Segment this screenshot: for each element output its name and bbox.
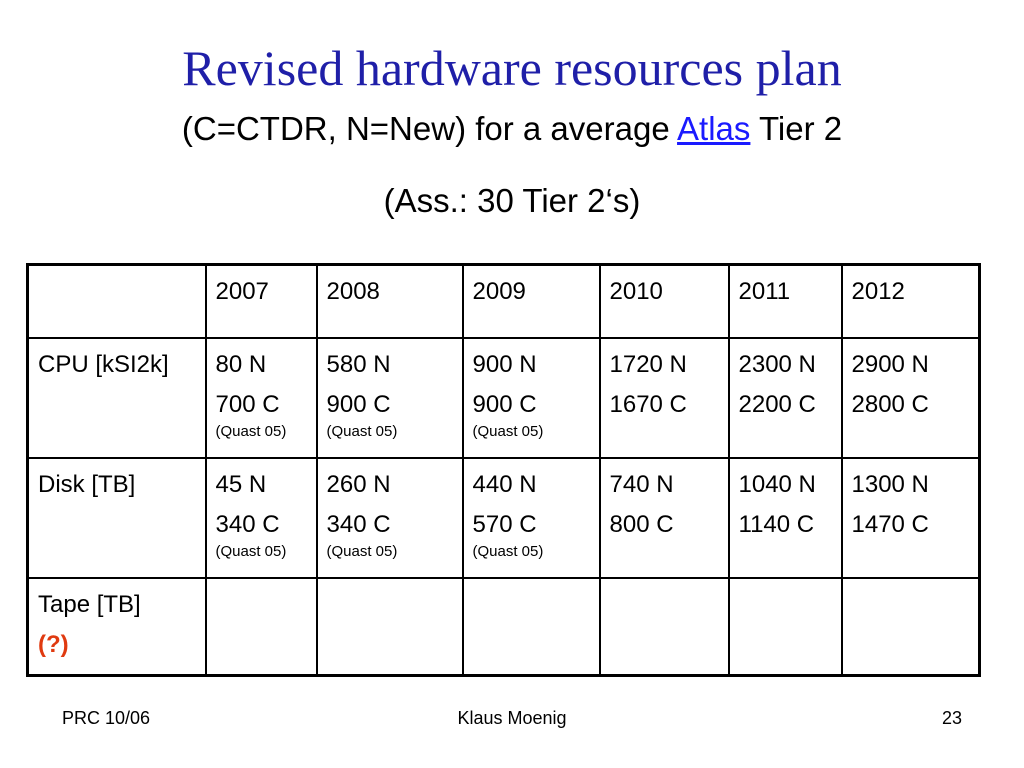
source-note: (Quast 05): [326, 542, 398, 560]
table-cell-empty: [727, 576, 843, 677]
new-value: 740 N: [609, 470, 674, 498]
subtitle-prefix: (C=CTDR, N=New) for a average: [181, 110, 678, 147]
row-label: Disk [TB]: [38, 470, 136, 498]
ctdr-value: 800 C: [609, 510, 674, 538]
table-cell: 900 N 900 C (Quast 05): [461, 336, 601, 459]
table-row-tape: Tape [TB] (?): [26, 576, 981, 677]
table-cell: 80 N 700 C (Quast 05): [204, 336, 318, 459]
new-value: 2300 N: [738, 350, 816, 378]
header-cell-2011: 2011: [727, 263, 843, 339]
table-cell: 45 N 340 C (Quast 05): [204, 456, 318, 579]
source-note: (Quast 05): [215, 422, 287, 440]
header-cell-2009: 2009: [461, 263, 601, 339]
slide-subtitle: (C=CTDR, N=New) for a average Atlas Tier…: [0, 108, 1024, 150]
subtitle-suffix: Tier 2: [750, 110, 843, 147]
new-value: 2900 N: [851, 350, 929, 378]
table-cell-empty: [598, 576, 730, 677]
header-cell-2008: 2008: [315, 263, 464, 339]
new-value: 1300 N: [851, 470, 929, 498]
slide-title: Revised hardware resources plan: [182, 40, 842, 96]
new-value: 1720 N: [609, 350, 687, 378]
atlas-link[interactable]: Atlas: [677, 110, 751, 147]
table-cell: 440 N 570 C (Quast 05): [461, 456, 601, 579]
table-cell-empty: [461, 576, 601, 677]
new-value: 900 N: [472, 350, 537, 378]
source-note: (Quast 05): [215, 542, 287, 560]
ctdr-value: 340 C: [326, 510, 391, 538]
table-row-disk: Disk [TB] 45 N 340 C (Quast 05) 260 N 34…: [26, 456, 981, 579]
assumption-note: (Ass.: 30 Tier 2‘s): [383, 182, 641, 219]
table-cell-empty: [204, 576, 318, 677]
new-value: 440 N: [472, 470, 537, 498]
row-label: Tape [TB]: [38, 590, 141, 618]
table-cell: 740 N 800 C: [598, 456, 730, 579]
header-cell-2007: 2007: [204, 263, 318, 339]
row-label-cpu: CPU [kSI2k]: [26, 336, 207, 459]
table-cell: 260 N 340 C (Quast 05): [315, 456, 464, 579]
header-cell-2010: 2010: [598, 263, 730, 339]
source-note: (Quast 05): [472, 422, 544, 440]
row-label: CPU [kSI2k]: [38, 350, 169, 378]
row-label-disk: Disk [TB]: [26, 456, 207, 579]
ctdr-value: 2800 C: [851, 390, 929, 418]
resources-table: 2007 2008 2009 2010 2011 2012 CPU [kSI2k…: [26, 263, 981, 677]
ctdr-value: 700 C: [215, 390, 280, 418]
header-cell-empty: [26, 263, 207, 339]
footer-event: PRC 10/06: [62, 708, 151, 728]
table-cell: 2300 N 2200 C: [727, 336, 843, 459]
new-value: 80 N: [215, 350, 267, 378]
new-value: 580 N: [326, 350, 391, 378]
table-cell-empty: [315, 576, 464, 677]
ctdr-value: 570 C: [472, 510, 537, 538]
new-value: 260 N: [326, 470, 391, 498]
ctdr-value: 1140 C: [738, 510, 815, 538]
ctdr-value: 1470 C: [851, 510, 929, 538]
table-cell: 1720 N 1670 C: [598, 336, 730, 459]
new-value: 45 N: [215, 470, 267, 498]
header-row: 2007 2008 2009 2010 2011 2012: [26, 263, 981, 339]
ctdr-value: 900 C: [472, 390, 537, 418]
new-value: 1040 N: [738, 470, 816, 498]
ctdr-value: 340 C: [215, 510, 280, 538]
footer-author: Klaus Moenig: [457, 708, 567, 728]
header-cell-2012: 2012: [840, 263, 981, 339]
table-cell: 580 N 900 C (Quast 05): [315, 336, 464, 459]
row-label-tape: Tape [TB] (?): [26, 576, 207, 677]
table-cell: 2900 N 2800 C: [840, 336, 981, 459]
question-mark-note: (?): [38, 630, 69, 658]
table-cell-empty: [840, 576, 981, 677]
ctdr-value: 2200 C: [738, 390, 816, 418]
table-row-cpu: CPU [kSI2k] 80 N 700 C (Quast 05) 580 N …: [26, 336, 981, 459]
source-note: (Quast 05): [326, 422, 398, 440]
table-cell: 1300 N 1470 C: [840, 456, 981, 579]
ctdr-value: 1670 C: [609, 390, 687, 418]
footer-page-number: 23: [941, 708, 962, 728]
table-cell: 1040 N 1140 C: [727, 456, 843, 579]
ctdr-value: 900 C: [326, 390, 391, 418]
source-note: (Quast 05): [472, 542, 544, 560]
